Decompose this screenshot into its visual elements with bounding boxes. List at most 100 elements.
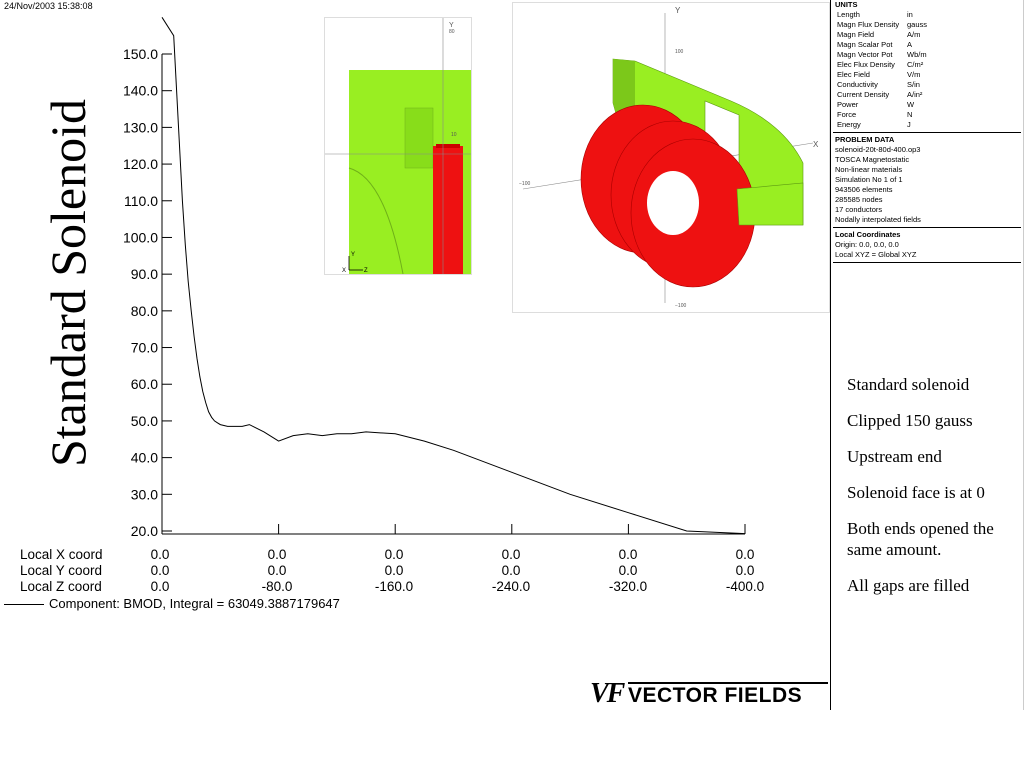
yoke-leg [349, 166, 407, 274]
coord-value: 0.0 [618, 547, 638, 562]
coord-value: 0.0 [267, 547, 287, 562]
units-header: UNITS [835, 0, 858, 9]
coord-value: 0.0 [735, 563, 755, 578]
y-tick-label: 20.0 [131, 523, 158, 539]
unit-row: Magn Field A/m [837, 30, 921, 39]
coord-value: -80.0 [261, 579, 293, 594]
local-coords-header: Local Coordinates [835, 230, 901, 239]
tick-label: −100 [675, 303, 686, 309]
unit-row: Energy J [837, 120, 911, 129]
coord-value: -240.0 [491, 579, 531, 594]
local-coords-line: Local XYZ = Global XYZ [835, 250, 917, 259]
yoke-front [736, 182, 804, 226]
coord-value: 0.0 [150, 563, 170, 578]
timestamp: 24/Nov/2003 15:38:08 [4, 1, 93, 11]
triad-label-y: Y [351, 252, 355, 258]
coord-value: -400.0 [725, 579, 765, 594]
unit-row: Elec Flux Density C/m² [837, 60, 924, 69]
notes: Standard solenoid Clipped 150 gauss Upst… [847, 374, 1022, 611]
y-tick-label: 140.0 [123, 83, 158, 99]
problem-line: Nodally interpolated fields [835, 215, 921, 224]
vector-fields-logo: VF VECTOR FIELDS [590, 678, 830, 710]
problem-header: PROBLEM DATA [835, 135, 895, 144]
cross-section-view: Y 80 10 Y Z X [324, 17, 472, 275]
coord-row-label: Local X coord [20, 547, 103, 562]
coord-value: 0.0 [384, 563, 404, 578]
y-tick-label: 80.0 [131, 303, 158, 319]
note: Clipped 150 gauss [847, 411, 973, 430]
field-plot: 150.0 140.0 130.0 120.0 110.0 100.0 90.0 80.0 70… [123, 17, 746, 539]
y-tick-label: 100.0 [123, 229, 158, 245]
axis-label-x: X [813, 140, 819, 149]
unit-row: Conductivity S/in [837, 80, 920, 89]
note: Solenoid face is at 0 [847, 483, 985, 502]
problem-line: 17 conductors [835, 205, 883, 214]
problem-line: 943506 elements [835, 185, 893, 194]
coord-table: Local X coord Local Y coord Local Z coor… [0, 545, 830, 625]
coil-edge [436, 144, 460, 148]
coord-value: 0.0 [384, 547, 404, 562]
coil-section [433, 146, 463, 274]
coord-value: -320.0 [608, 579, 648, 594]
coord-row-label: Local Z coord [20, 579, 102, 594]
y-tick-label: 70.0 [131, 340, 158, 356]
y-tick-label: 120.0 [123, 156, 158, 172]
triad-label-x: X [342, 268, 346, 274]
axis-label-y: Y [449, 22, 454, 29]
coord-row-label: Local Y coord [20, 563, 103, 578]
component-text: Component: BMOD, Integral = 63049.388717… [49, 596, 340, 611]
y-tick-label: 90.0 [131, 266, 158, 282]
note: Upstream end [847, 447, 942, 466]
unit-row: Magn Vector Pot Wb/m [837, 50, 927, 59]
tick-label: 10 [451, 132, 457, 138]
y-tick-label: 130.0 [123, 119, 158, 135]
problem-line: TOSCA Magnetostatic [835, 155, 910, 164]
coord-value: 0.0 [735, 547, 755, 562]
mesh-edge [348, 167, 404, 274]
y-tick-label: 50.0 [131, 413, 158, 429]
y-tick-label: 40.0 [131, 450, 158, 466]
unit-row: Power W [837, 100, 915, 109]
note: All gaps are filled [847, 576, 970, 595]
coord-value: 0.0 [618, 563, 638, 578]
problem-line: Simulation No 1 of 1 [835, 175, 903, 184]
note: Both ends opened the same amount. [847, 519, 994, 559]
note: Standard solenoid [847, 375, 970, 394]
series-line-bmod [161, 17, 746, 535]
unit-row: Magn Scalar Pot A [837, 40, 913, 49]
problem-line: solenoid-20t-80d-400.op3 [835, 145, 921, 154]
legend-line [4, 604, 44, 606]
logo-rule [628, 682, 828, 684]
problem-line: Non-linear materials [835, 165, 903, 174]
unit-row: Force N [837, 110, 913, 119]
yoke-inner [404, 107, 434, 169]
axis-label-y: Y [675, 6, 681, 15]
triad-label-z: Z [364, 268, 368, 274]
coil-bore [647, 171, 699, 235]
problem-line: 285585 nodes [835, 195, 883, 204]
tick-label: −100 [519, 181, 530, 187]
divider [833, 132, 1021, 133]
local-coords-line: Origin: 0.0, 0.0, 0.0 [835, 240, 899, 249]
logo-text: VECTOR FIELDS [628, 684, 803, 707]
coord-value: 0.0 [150, 547, 170, 562]
coord-value: 0.0 [501, 563, 521, 578]
y-tick-label: 60.0 [131, 376, 158, 392]
unit-row: Length in [837, 10, 913, 19]
y-tick-label: 150.0 [123, 46, 158, 62]
tick-label: 100 [675, 49, 684, 55]
coord-value: 0.0 [501, 547, 521, 562]
y-tick-label: 110.0 [124, 193, 158, 209]
tick-label: 80 [449, 29, 455, 35]
divider [833, 262, 1021, 263]
logo-mark: VF [590, 678, 625, 709]
unit-row: Elec Field V/m [837, 70, 921, 79]
divider [833, 227, 1021, 228]
coord-value: 0.0 [150, 579, 170, 594]
solenoid-3d-view: Y X 100 100 −100 −100 [512, 2, 830, 313]
unit-row: Magn Flux Density gauss [837, 20, 928, 29]
unit-row: Current Density A/in² [837, 90, 923, 99]
coord-value: 0.0 [267, 563, 287, 578]
y-tick-label: 30.0 [131, 486, 158, 502]
component-legend: Component: BMOD, Integral = 63049.388717… [4, 596, 340, 611]
